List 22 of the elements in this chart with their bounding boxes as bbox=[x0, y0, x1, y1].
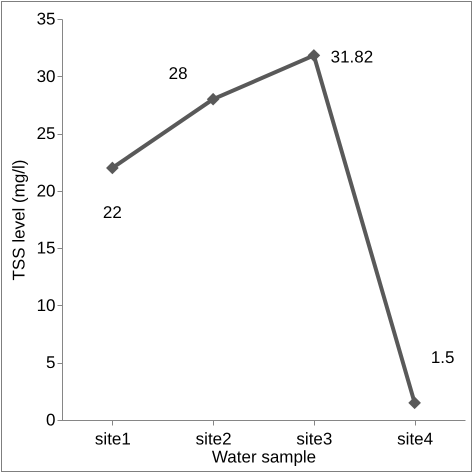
point bbox=[308, 49, 320, 62]
x-tick-label: site4 bbox=[397, 430, 434, 448]
x-tick-label: site1 bbox=[94, 430, 131, 448]
y-axis-title: TSS level (mg/l) bbox=[10, 160, 29, 280]
data-label: 1.5 bbox=[430, 348, 454, 367]
y-tick-label: 30 bbox=[36, 66, 56, 86]
point bbox=[106, 162, 119, 174]
data-label: 22 bbox=[102, 202, 122, 222]
y-tick-label: 25 bbox=[36, 124, 56, 144]
data-label: 31.82 bbox=[330, 47, 374, 66]
y-tick-label: 0 bbox=[46, 410, 56, 430]
y-tick-label: 20 bbox=[36, 181, 56, 200]
x-tick-label: site3 bbox=[296, 430, 332, 448]
x-tick-label: site2 bbox=[196, 430, 232, 448]
y-tick-label: 5 bbox=[46, 353, 56, 372]
y-tick-label: 10 bbox=[36, 296, 56, 315]
data-label: 28 bbox=[168, 64, 188, 84]
point bbox=[206, 92, 220, 106]
y-tick-label: 15 bbox=[36, 238, 56, 258]
x-axis-title: Water sample bbox=[212, 448, 316, 466]
point bbox=[408, 396, 421, 410]
y-tick-label: 35 bbox=[36, 10, 56, 28]
